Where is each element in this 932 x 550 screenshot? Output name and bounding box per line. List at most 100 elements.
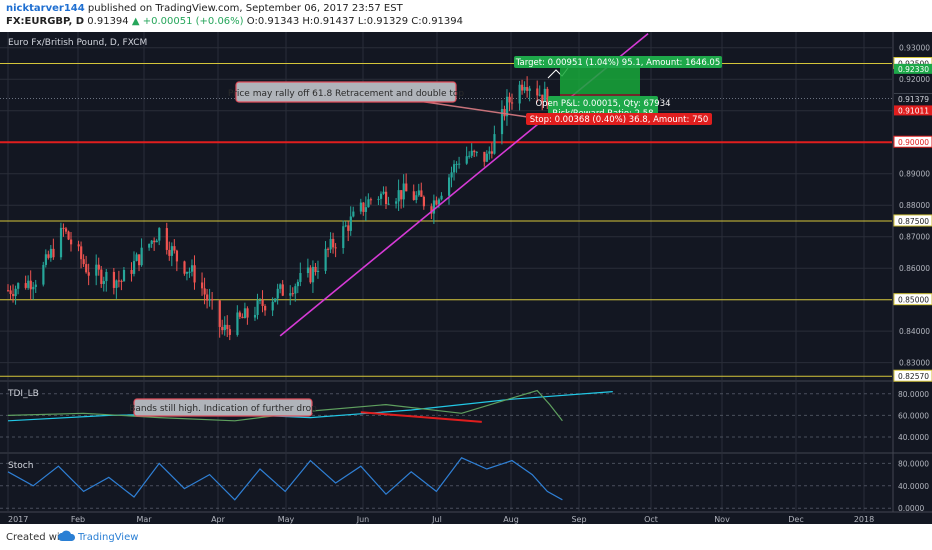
candle-body	[536, 88, 539, 96]
tdi-callout-box	[133, 398, 313, 417]
last-price: 0.91394	[87, 16, 129, 27]
level-label-box	[893, 135, 932, 148]
candle-body	[334, 247, 337, 249]
y-tick-label: 0.83000	[899, 359, 930, 368]
candle-body	[59, 227, 63, 258]
candle-body	[158, 228, 161, 241]
ohlc-low: L:0.91329	[357, 16, 409, 27]
candle-body	[64, 228, 68, 232]
ohlc-high: H:0.91437	[302, 16, 355, 27]
price-label-box	[894, 105, 932, 116]
candle-body	[281, 284, 284, 296]
ohlc-close: C:0.91394	[411, 16, 464, 27]
callout-text: Price may rally off 61.8 Retracement and…	[228, 89, 465, 99]
tdi-callout[interactable]: Bands still high. Indication of further …	[129, 398, 317, 417]
candle-body	[12, 294, 15, 297]
candle-body	[503, 109, 506, 117]
tdi-series-line	[360, 411, 482, 423]
candle-body	[155, 240, 158, 243]
author-link[interactable]: nicktarver144	[6, 3, 85, 14]
candle-body	[274, 298, 277, 302]
candle-body	[440, 195, 443, 200]
price-label-box	[894, 93, 932, 104]
candle-body	[85, 264, 88, 273]
candle-body	[415, 195, 418, 200]
candle-body	[150, 240, 153, 244]
target-zone	[560, 64, 640, 94]
chart-header: nicktarver144 published on TradingView.c…	[0, 0, 932, 32]
candle-body	[412, 191, 415, 200]
x-tick-label: 2018	[854, 515, 874, 524]
stoch-y-tick-label: 0.0000	[898, 504, 924, 513]
candle-body	[309, 267, 312, 283]
candle-body	[493, 134, 496, 154]
created-with-label: Created with	[6, 532, 70, 543]
candle-body	[352, 211, 355, 217]
x-tick-label: Sep	[571, 515, 586, 524]
level-label: 0.85000	[898, 296, 929, 305]
candle-body	[32, 286, 35, 290]
candle-body	[221, 326, 224, 331]
chart-svg[interactable]: 2017 Feb Mar Apr May Jun Jul Aug Sep Oct Nov Dec 201…	[0, 32, 932, 524]
candle-body	[243, 308, 247, 319]
candle-body	[105, 271, 108, 282]
symbol-label: FX:EURGBP, D	[6, 16, 85, 27]
footer: Created with TradingView	[0, 526, 932, 550]
candle-body	[238, 312, 242, 317]
candle-body	[246, 308, 249, 318]
level-label-box	[893, 293, 932, 306]
candle-body	[505, 96, 509, 117]
candle-body	[102, 281, 105, 284]
x-tick-label: Jun	[356, 515, 370, 524]
candle-body	[49, 248, 53, 258]
quote-line: FX:EURGBP, D 0.91394 ▲ +0.00051 (+0.06%)…	[6, 16, 463, 27]
tradingview-link[interactable]: TradingView	[78, 532, 139, 543]
candle-body	[170, 246, 173, 256]
chart-area[interactable]: 2017 Feb Mar Apr May Jun Jul Aug Sep Oct Nov Dec 201…	[0, 32, 932, 524]
y-tick-label: 0.88000	[899, 201, 930, 210]
x-tick-label: 2017	[8, 515, 28, 524]
candle-body	[475, 151, 478, 153]
candle-body	[508, 96, 511, 103]
candle-body	[518, 84, 521, 104]
tdi-y-tick-label: 40.0000	[898, 433, 929, 442]
chart-title: Euro Fx/British Pound, D, FXCM	[8, 38, 147, 48]
candle-body	[387, 203, 390, 205]
candle-body	[97, 264, 100, 270]
candle-body	[417, 190, 420, 196]
candle-body	[299, 273, 302, 282]
candle-body	[264, 305, 267, 311]
tradingview-cloud-icon	[58, 530, 76, 541]
candle-body	[450, 172, 453, 178]
pnl-label-box	[548, 96, 658, 118]
candle-body	[382, 191, 385, 194]
candle-body	[347, 225, 350, 231]
candle-body	[185, 271, 189, 274]
candle-body	[190, 265, 194, 272]
candle-body	[188, 271, 191, 273]
candle-body	[256, 300, 259, 315]
candle-body	[546, 88, 549, 106]
candle-body	[211, 298, 214, 301]
candle-body	[402, 183, 405, 200]
candle-body	[327, 248, 330, 250]
candle-body	[261, 300, 264, 306]
candle-body	[67, 231, 70, 240]
x-tick-label: Aug	[503, 515, 519, 524]
candle-body	[296, 281, 299, 287]
candle-body	[289, 293, 292, 296]
candle-body	[52, 248, 55, 258]
y-tick-label: 0.84000	[899, 327, 930, 336]
candle-body	[385, 191, 388, 204]
candle-body	[138, 254, 141, 266]
candle-body	[140, 247, 143, 266]
candle-body	[344, 225, 347, 227]
long-position-tool[interactable]: Target: 0.00951 (1.04%) 95.1, Amount: 16…	[514, 56, 722, 125]
candle-body	[432, 200, 436, 214]
candle-body	[82, 259, 85, 265]
candle-body	[448, 177, 451, 196]
retracement-callout[interactable]: Price may rally off 61.8 Retracement and…	[228, 81, 529, 118]
candle-body	[483, 151, 486, 162]
candle-body	[208, 298, 211, 301]
y-tick-label: 0.92000	[899, 75, 930, 84]
